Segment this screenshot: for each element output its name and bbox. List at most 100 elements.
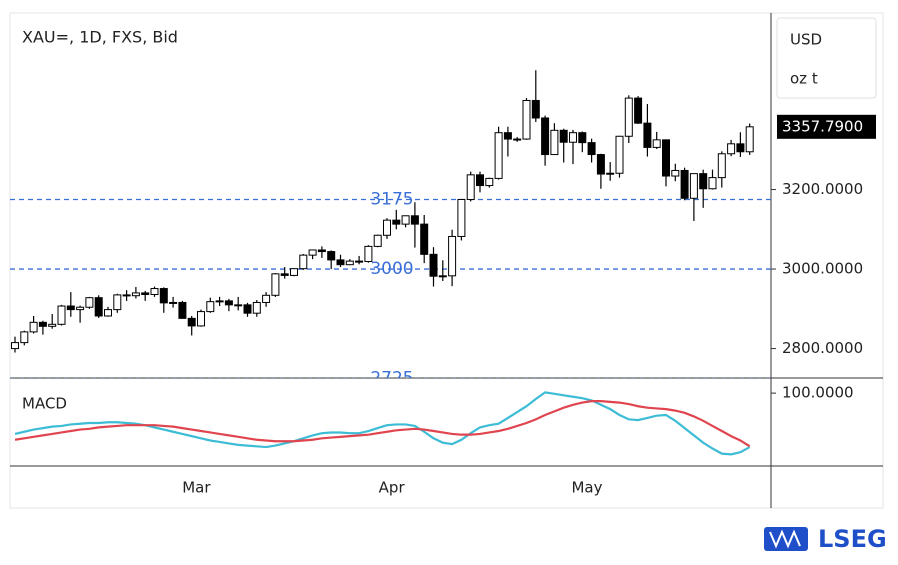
y-tick-label: 100.0000: [782, 384, 854, 402]
candle-body: [671, 169, 680, 177]
candle-body: [317, 249, 326, 253]
candle-body: [364, 245, 373, 263]
candle-body: [141, 292, 150, 296]
candle-body: [243, 304, 252, 314]
candle-body: [178, 301, 187, 319]
y-tick-label: 2800.0000: [782, 339, 863, 357]
candle-body: [383, 219, 391, 236]
chart-title: XAU=, 1D, FXS, Bid: [22, 28, 178, 47]
candle-body: [187, 317, 196, 327]
candle-body: [578, 132, 587, 144]
candle-body: [606, 172, 615, 175]
level-label: 2725: [370, 368, 413, 388]
level-label: 3175: [370, 189, 413, 209]
candle-body: [197, 311, 205, 327]
candle-body: [429, 253, 438, 277]
candle-body: [448, 235, 457, 277]
candle-body: [708, 177, 717, 190]
last-price-box: [777, 114, 876, 139]
candle-body: [689, 173, 698, 199]
candle-body: [410, 215, 419, 225]
last-price-label: 3357.7900: [782, 117, 863, 135]
candle-body: [503, 132, 512, 140]
candle-body: [736, 143, 745, 153]
candle-body: [717, 153, 726, 179]
candle-body: [466, 174, 475, 200]
x-tick-label: Apr: [379, 479, 406, 497]
candle-body: [327, 251, 336, 261]
macd-pane: [14, 391, 751, 456]
candle-body: [299, 254, 308, 270]
candle-body: [745, 126, 754, 153]
candle-body: [587, 142, 596, 156]
candle-body: [457, 198, 466, 237]
candle-body: [38, 321, 47, 327]
candle-body: [29, 321, 38, 333]
candle-body: [420, 223, 429, 255]
candle-body: [206, 301, 215, 313]
candle-body: [513, 138, 522, 141]
candle-body: [94, 297, 103, 317]
x-tick-label: Mar: [182, 479, 211, 497]
candle-body: [11, 342, 19, 350]
indicator-title: MACD: [22, 395, 67, 413]
candle-body: [699, 173, 708, 190]
candle-body: [624, 97, 633, 137]
candle-body: [76, 306, 85, 311]
candle-body: [476, 174, 484, 187]
candle-body: [131, 292, 140, 297]
candle-body: [169, 301, 178, 304]
candle-body: [596, 154, 605, 175]
unit: oz t: [790, 70, 818, 88]
level-label: 3000: [370, 259, 413, 279]
candle-body: [336, 259, 345, 266]
candle-body: [159, 288, 168, 304]
candle-body: [271, 273, 280, 296]
candle-body: [113, 294, 122, 311]
candle-body: [234, 304, 243, 307]
candle-body: [215, 300, 224, 303]
axes: 2800.0000 3000.0000 3200.0000 Mar Apr May 3357…: [182, 114, 876, 497]
y-tick-label: 3000.0000: [782, 260, 863, 278]
candle-body: [680, 169, 689, 199]
candle-body: [485, 177, 494, 187]
candle-body: [392, 219, 401, 225]
candle-body: [150, 288, 159, 296]
candle-body: [224, 300, 233, 306]
units-box: [776, 17, 877, 99]
candle-body: [643, 122, 652, 148]
candle-body: [290, 268, 298, 276]
candle-body: [615, 135, 624, 174]
candle-body: [20, 331, 29, 344]
candle-body: [652, 139, 661, 148]
candle-body: [122, 294, 131, 297]
candle-body: [569, 132, 577, 143]
candle-body: [355, 260, 364, 263]
brand: LSEG: [818, 525, 887, 553]
candle-body: [280, 273, 289, 276]
macd-line: [14, 391, 751, 456]
candle-body: [438, 275, 447, 278]
candle-body: [104, 309, 112, 317]
candle-body: [85, 297, 94, 308]
candle-body: [373, 234, 382, 247]
candle-body: [727, 143, 736, 155]
candle-body: [559, 129, 568, 143]
candle-body: [66, 305, 75, 311]
candle-body: [522, 99, 531, 140]
unit: USD: [790, 31, 822, 49]
candle-body: [401, 215, 410, 225]
candle-body: [262, 294, 271, 303]
candle-body: [345, 260, 354, 266]
candle-body: [252, 301, 261, 314]
candle-body: [662, 139, 670, 177]
candle-body: [57, 305, 66, 325]
candle-body: [531, 99, 540, 119]
y-tick-label: 3200.0000: [782, 180, 863, 198]
logo: [764, 527, 808, 551]
candle-body: [308, 249, 317, 256]
x-tick-label: May: [571, 479, 602, 497]
macd-line: [14, 400, 751, 448]
candle-body: [48, 323, 57, 327]
